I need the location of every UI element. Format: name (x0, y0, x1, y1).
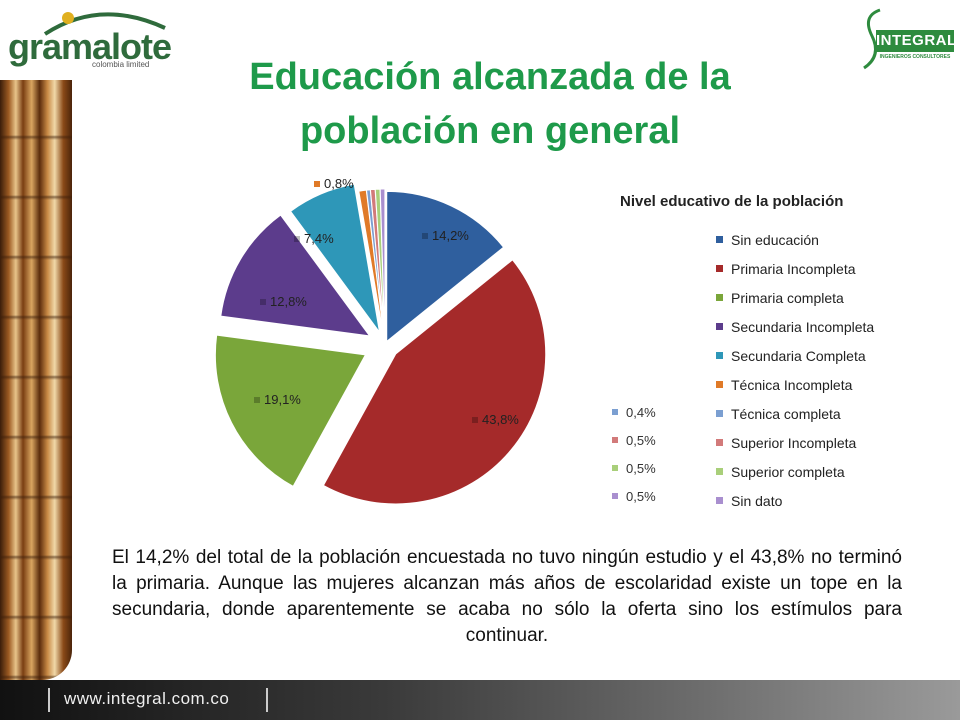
integral-logo: INTEGRAL INGENIEROS CONSULTORES (858, 6, 958, 72)
pie-slice-2 (214, 334, 367, 488)
title-line-2: población en general (299, 110, 681, 152)
data-label-marker (472, 417, 478, 423)
legend-swatch (716, 497, 723, 504)
data-label-marker (612, 409, 618, 415)
legend-label: Sin educación (731, 231, 819, 248)
legend-label: Primaria completa (731, 289, 844, 306)
legend-item: Primaria Incompleta (716, 254, 874, 283)
legend-item: Primaria completa (716, 283, 874, 312)
data-label: 12,8% (270, 294, 307, 309)
legend-swatch (716, 468, 723, 475)
legend-item: Técnica Incompleta (716, 370, 874, 399)
small-slice-labels: 0,4% 0,5% 0,5% 0,5% (612, 398, 656, 510)
title-line-1: Educación alcanzada de la (249, 56, 731, 98)
footer-divider (48, 688, 50, 712)
legend-swatch (716, 265, 723, 272)
legend-item: Secundaria Completa (716, 341, 874, 370)
data-label: 14,2% (432, 228, 469, 243)
data-label: 0,4% (612, 398, 656, 426)
legend-item: Sin dato (716, 486, 874, 515)
pie-slice-4 (289, 183, 381, 333)
data-label-text: 0,5% (626, 432, 656, 448)
legend-title: Nivel educativo de la población (620, 193, 844, 210)
bamboo-decoration (0, 80, 72, 680)
pie-slice-9 (379, 188, 386, 340)
description-paragraph: El 14,2% del total de la población encue… (112, 547, 902, 646)
legend-item: Superior completa (716, 457, 874, 486)
legend-label: Superior completa (731, 463, 845, 480)
integral-subtitle: INGENIEROS CONSULTORES (879, 54, 951, 60)
data-label-marker (254, 397, 260, 403)
legend-swatch (716, 439, 723, 446)
legend-swatch (716, 410, 723, 417)
footer-divider (266, 688, 268, 712)
legend-item: Superior Incompleta (716, 428, 874, 457)
data-label-marker (612, 437, 618, 443)
gramalote-logo: gramalote colombia limited (0, 4, 172, 69)
logo-subtitle: colombia limited (92, 60, 150, 69)
data-label-marker (422, 233, 428, 239)
data-label-marker (314, 181, 320, 187)
pie-slice-1 (322, 259, 547, 505)
data-label-text: 0,5% (626, 460, 656, 476)
data-label-marker (260, 299, 266, 305)
data-label: 7,4% (304, 231, 334, 246)
legend-swatch (716, 323, 723, 330)
page-title: Educación alcanzada de la población en g… (160, 50, 820, 158)
legend-label: Secundaria Incompleta (731, 318, 875, 335)
legend-label: Técnica Incompleta (731, 376, 853, 393)
legend-item: Sin educación (716, 225, 874, 254)
logo-arc-icon (43, 12, 166, 36)
legend-label: Técnica completa (731, 405, 841, 422)
legend-label: Superior Incompleta (731, 434, 857, 451)
legend-label: Sin dato (731, 492, 783, 509)
legend-item: Secundaria Incompleta (716, 312, 874, 341)
logo-name: gramalote (8, 26, 172, 67)
pie-slice-0 (386, 190, 505, 343)
pie-slice-3 (220, 214, 371, 337)
legend-label: Secundaria Completa (731, 347, 866, 364)
integral-name: INTEGRAL (876, 30, 956, 52)
legend-swatch (716, 294, 723, 301)
data-label-text: 0,5% (626, 488, 656, 504)
legend-label: Primaria Incompleta (731, 260, 856, 277)
data-label: 0,8% (324, 176, 354, 191)
data-label: 0,5% (612, 426, 656, 454)
data-label-marker (612, 465, 618, 471)
footer-bar: www.integral.com.co (0, 680, 960, 720)
data-label: 0,5% (612, 454, 656, 482)
data-label-text: 0,4% (626, 404, 656, 420)
data-label: 43,8% (482, 412, 519, 427)
legend-swatch (716, 381, 723, 388)
footer-url[interactable]: www.integral.com.co (64, 689, 230, 708)
data-label-marker (612, 493, 618, 499)
legend-swatch (716, 352, 723, 359)
data-label: 0,5% (612, 482, 656, 510)
chart-legend: Sin educación Primaria Incompleta Primaria… (716, 225, 874, 515)
data-label: 19,1% (264, 392, 301, 407)
legend-item: Técnica completa (716, 399, 874, 428)
data-label-marker (294, 236, 300, 242)
integral-swirl-icon (863, 8, 881, 70)
legend-swatch (716, 236, 723, 243)
